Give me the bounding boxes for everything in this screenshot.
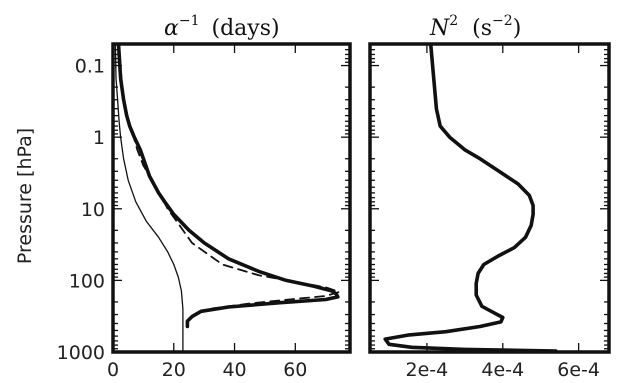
- right-title-unit: (s: [472, 16, 492, 41]
- right-x-tick-label: 6e-4: [557, 359, 600, 381]
- y-tick-label: 100: [69, 270, 105, 292]
- left-x-tick-label: 40: [222, 359, 246, 381]
- y-axis-label: Pressure [hPa]: [14, 128, 36, 264]
- right-y-minor-ticks: [370, 43, 609, 353]
- left-title-main: α: [164, 16, 179, 41]
- right-x-tick-label: 2e-4: [406, 359, 449, 381]
- left-x-tick-label: 0: [107, 359, 119, 381]
- right-panel-title: N2 (s−2): [429, 13, 521, 41]
- left-x-tick-label: 60: [283, 359, 307, 381]
- right-x-tick-label: 4e-4: [481, 359, 524, 381]
- right-title-unit-sup: −2: [492, 13, 513, 29]
- left-x-tick-label: 20: [162, 359, 186, 381]
- y-tick-label: 1: [93, 127, 105, 149]
- right-panel: 2e-4 4e-4 6e-4: [368, 42, 611, 381]
- y-tick-label: 0.1: [75, 56, 105, 78]
- right-series-thick-line: [383, 44, 558, 352]
- right-title-main: N: [429, 16, 450, 41]
- right-title-unit-close: ): [513, 16, 522, 41]
- left-panel-title: α−1 (days): [164, 13, 280, 41]
- left-title-sup: −1: [179, 13, 200, 29]
- right-panel-frame: [368, 42, 611, 354]
- y-tick-label: 1000: [57, 342, 105, 364]
- left-series-dashed-line: [118, 44, 341, 323]
- right-title-sup: 2: [449, 13, 458, 29]
- left-series-thin-line: [114, 44, 184, 352]
- y-tick-label: 10: [81, 199, 105, 221]
- left-title-unit: (days): [212, 16, 280, 41]
- left-panel: 0 20 40 60 0.1 1 10 100 1000: [57, 42, 352, 381]
- left-panel-frame: [111, 42, 352, 354]
